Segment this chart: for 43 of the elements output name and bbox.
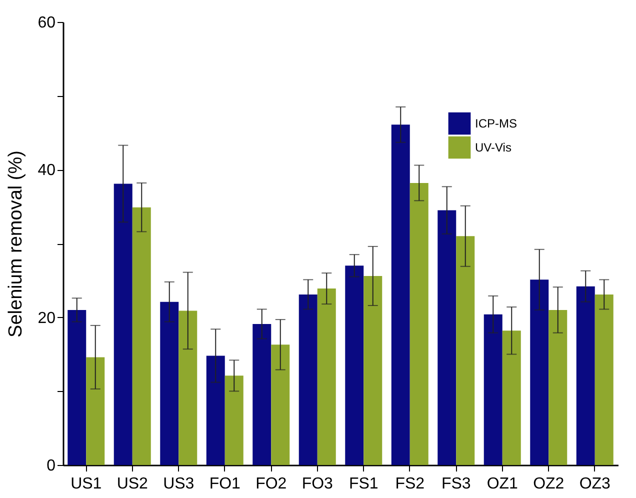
bar <box>502 330 521 465</box>
bar <box>576 286 595 465</box>
bar <box>364 276 382 465</box>
x-tick-label: FS2 <box>395 476 425 492</box>
bar <box>132 207 151 465</box>
y-tick-label: 20 <box>38 310 56 327</box>
x-tick-label: FS3 <box>441 476 471 492</box>
x-tick-label: US2 <box>116 476 148 492</box>
x-tick-label: OZ1 <box>486 476 518 492</box>
bar <box>484 314 502 465</box>
bar <box>68 310 86 465</box>
bar <box>178 310 198 465</box>
bar <box>252 324 272 465</box>
bar <box>114 184 132 465</box>
x-tick-label: OZ2 <box>533 476 564 492</box>
x-tick-label: FS1 <box>348 476 378 492</box>
bar <box>548 310 568 465</box>
x-tick-label: US1 <box>70 476 102 492</box>
x-tick-label: FO1 <box>209 476 241 492</box>
bar <box>594 294 614 465</box>
x-tick-label: OZ3 <box>579 476 611 492</box>
bar <box>345 266 364 465</box>
bar <box>317 288 336 465</box>
legend-label: UV-Vis <box>475 140 512 154</box>
bar <box>391 124 410 465</box>
bar <box>438 210 456 465</box>
legend-label: ICP-MS <box>475 116 517 130</box>
bar <box>410 182 428 465</box>
x-tick-label: FO2 <box>256 476 287 492</box>
x-tick-label: US3 <box>163 476 194 492</box>
y-tick-label: 60 <box>38 14 56 32</box>
bar <box>86 357 105 465</box>
y-axis-title: Selenium removal (%) <box>6 150 27 338</box>
y-tick-label: 0 <box>46 458 56 474</box>
bar <box>456 236 475 465</box>
bar <box>271 344 290 465</box>
bar <box>160 302 179 465</box>
bar <box>206 356 225 465</box>
y-tick-label: 40 <box>38 162 56 180</box>
bar <box>298 294 318 465</box>
x-tick-label: FO3 <box>302 476 334 492</box>
bar <box>530 280 549 465</box>
bar <box>224 376 244 465</box>
